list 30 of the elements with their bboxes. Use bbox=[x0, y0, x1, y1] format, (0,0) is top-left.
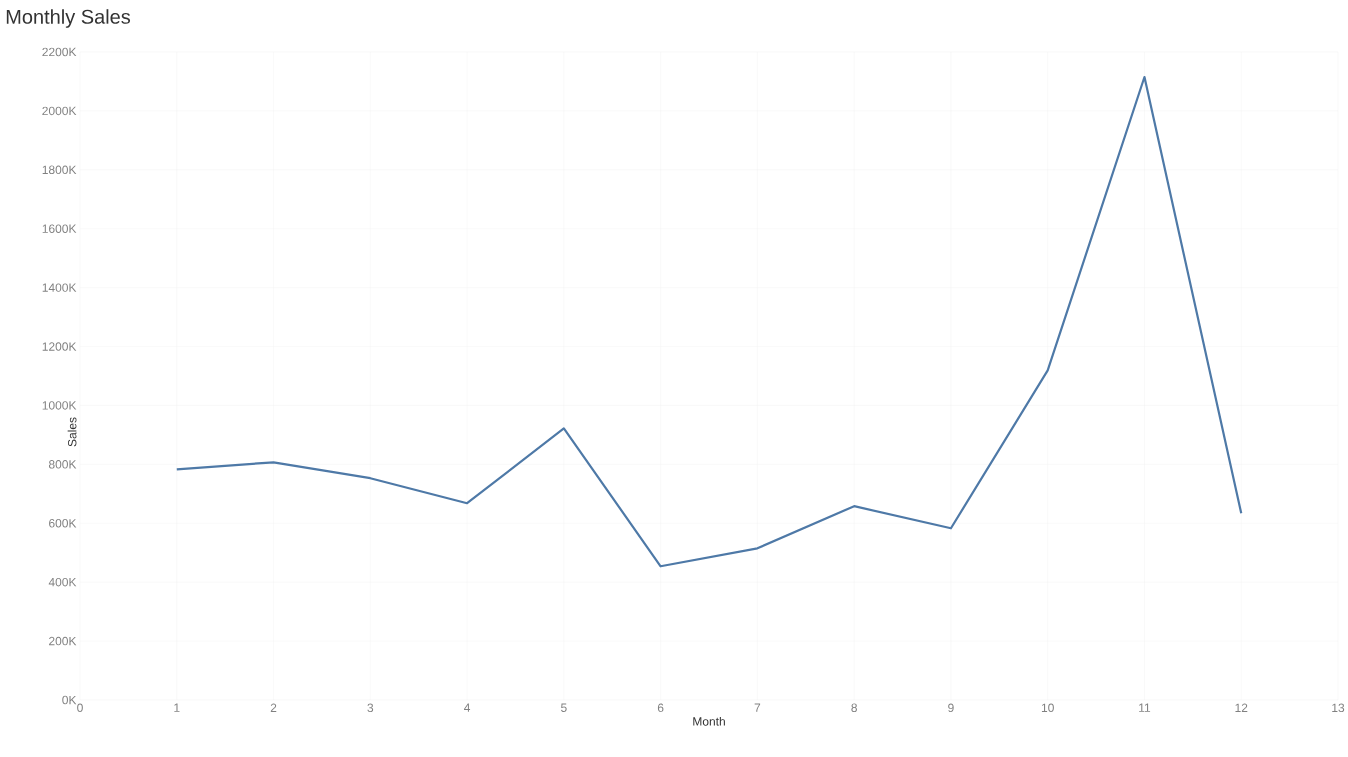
y-tick-label: 800K bbox=[48, 460, 77, 469]
y-tick-label: 1200K bbox=[42, 342, 77, 351]
y-tick-label: 1000K bbox=[42, 401, 77, 410]
y-tick-label: 2200K bbox=[42, 47, 77, 57]
y-tick-label: 1800K bbox=[42, 165, 77, 175]
chart-title: Monthly Sales bbox=[6, 9, 131, 28]
x-tick-label: 7 bbox=[754, 703, 761, 712]
y-tick-label: 1600K bbox=[42, 224, 77, 233]
x-tick-label: 5 bbox=[561, 703, 567, 712]
y-axis-title: Sales bbox=[67, 417, 77, 447]
y-tick-label: 200K bbox=[49, 636, 77, 646]
x-tick-label: 8 bbox=[851, 703, 857, 713]
x-tick-label: 6 bbox=[657, 703, 664, 713]
x-tick-label: 9 bbox=[948, 703, 954, 713]
x-axis-title: Month bbox=[693, 716, 725, 726]
y-tick-label: 400K bbox=[48, 577, 77, 587]
x-tick-label: 11 bbox=[1139, 703, 1151, 712]
x-tick-label: 13 bbox=[1332, 703, 1345, 713]
x-tick-label: 12 bbox=[1235, 703, 1248, 712]
line-series bbox=[175, 75, 1243, 568]
y-tick-label: 2000K bbox=[42, 106, 77, 116]
x-tick-label: 4 bbox=[464, 703, 471, 712]
x-tick-label: 2 bbox=[270, 703, 277, 712]
y-tick-label: 600K bbox=[49, 519, 77, 528]
x-tick-label: 1 bbox=[174, 703, 180, 712]
y-tick-label: 1400K bbox=[42, 283, 77, 292]
x-tick-label: 3 bbox=[367, 703, 374, 713]
y-tick-label: 0K bbox=[62, 695, 77, 705]
x-tick-label: 0 bbox=[77, 703, 83, 713]
x-tick-label: 10 bbox=[1041, 703, 1054, 713]
